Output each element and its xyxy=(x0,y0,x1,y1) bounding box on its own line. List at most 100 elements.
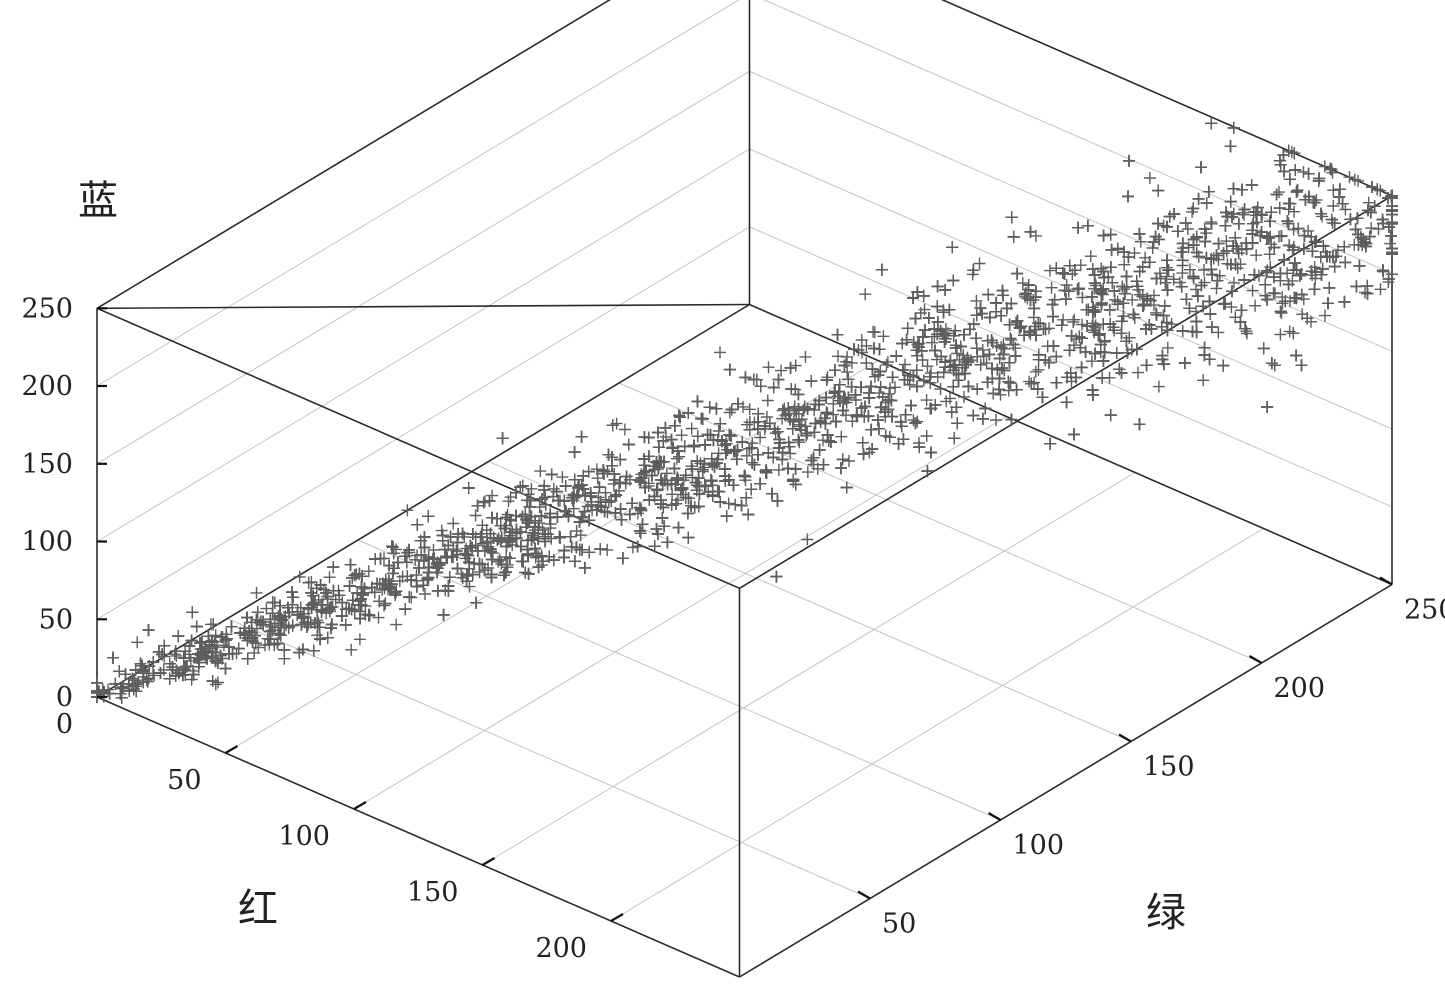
data-point xyxy=(1263,232,1275,244)
data-point xyxy=(212,677,224,689)
points-layer xyxy=(91,117,1398,704)
data-point xyxy=(762,395,774,407)
data-point xyxy=(1159,300,1171,312)
data-point xyxy=(1237,207,1249,219)
data-point xyxy=(710,403,722,415)
data-point xyxy=(1264,215,1276,227)
data-point xyxy=(790,360,802,372)
data-point xyxy=(1361,280,1373,292)
data-point xyxy=(1097,355,1109,367)
data-point xyxy=(825,436,837,448)
data-point xyxy=(866,363,878,375)
data-point xyxy=(1030,366,1042,378)
data-point xyxy=(1011,268,1023,280)
data-point xyxy=(858,448,870,460)
data-point xyxy=(1180,293,1192,305)
data-point xyxy=(635,527,647,539)
data-point xyxy=(614,476,626,488)
data-point xyxy=(1281,215,1293,227)
data-point xyxy=(1112,296,1124,308)
data-point xyxy=(1212,326,1224,338)
grid-line xyxy=(619,383,1262,663)
data-point xyxy=(837,453,849,465)
data-point xyxy=(1105,409,1117,421)
data-point xyxy=(911,364,923,376)
data-point xyxy=(635,504,647,516)
data-point xyxy=(814,444,826,456)
data-point xyxy=(766,488,778,500)
data-point xyxy=(909,417,921,429)
data-point xyxy=(724,407,736,419)
data-point xyxy=(723,498,735,510)
data-point xyxy=(962,381,974,393)
data-point xyxy=(1107,321,1119,333)
data-point xyxy=(205,618,217,630)
grid-layer xyxy=(97,0,1392,921)
data-point xyxy=(305,576,317,588)
data-point xyxy=(1051,377,1063,389)
data-point xyxy=(497,432,509,444)
data-point xyxy=(1067,316,1079,328)
data-point xyxy=(770,571,782,583)
box-edge xyxy=(97,0,750,308)
data-point xyxy=(568,503,580,515)
data-point xyxy=(569,446,581,458)
data-point xyxy=(594,543,606,555)
data-point xyxy=(1061,396,1073,408)
data-point xyxy=(775,365,787,377)
data-point xyxy=(1057,314,1069,326)
data-point xyxy=(601,506,613,518)
data-point xyxy=(1338,296,1350,308)
data-point xyxy=(517,480,529,492)
data-point xyxy=(1283,218,1295,230)
data-point xyxy=(835,431,847,443)
data-point xyxy=(373,612,385,624)
data-point xyxy=(910,313,922,325)
data-point xyxy=(905,400,917,412)
box-edge xyxy=(750,305,1393,585)
grid-line xyxy=(358,540,1001,820)
data-point xyxy=(616,514,628,526)
data-point xyxy=(1206,218,1218,230)
data-point xyxy=(808,452,820,464)
data-point xyxy=(131,636,143,648)
grid-line xyxy=(489,462,1132,742)
data-point xyxy=(950,367,962,379)
data-point xyxy=(287,591,299,603)
data-point xyxy=(1277,297,1289,309)
data-point xyxy=(1153,381,1165,393)
data-point xyxy=(345,644,357,656)
data-point xyxy=(419,588,431,600)
data-point xyxy=(1068,428,1080,440)
data-point xyxy=(354,633,366,645)
data-point xyxy=(1177,254,1189,266)
data-point xyxy=(1353,260,1365,272)
data-point xyxy=(1126,294,1138,306)
data-point xyxy=(1072,222,1084,234)
data-point xyxy=(658,520,670,532)
data-point xyxy=(682,532,694,544)
data-point xyxy=(634,525,646,537)
data-point xyxy=(859,288,871,300)
data-point xyxy=(1375,283,1387,295)
data-point xyxy=(702,429,714,441)
data-point xyxy=(1134,418,1146,430)
data-point xyxy=(950,342,962,354)
data-point xyxy=(1176,267,1188,279)
data-point xyxy=(1339,204,1351,216)
data-point xyxy=(155,667,167,679)
data-point xyxy=(1048,340,1060,352)
data-point xyxy=(1197,374,1209,386)
data-point xyxy=(1292,184,1304,196)
data-point xyxy=(1148,236,1160,248)
data-point xyxy=(502,559,514,571)
data-point xyxy=(1085,250,1097,262)
data-point xyxy=(1047,311,1059,323)
data-point xyxy=(1112,244,1124,256)
data-point xyxy=(875,381,887,393)
data-point xyxy=(624,508,636,520)
data-point xyxy=(585,499,597,511)
data-point xyxy=(842,373,854,385)
data-point xyxy=(556,471,568,483)
data-point xyxy=(1086,355,1098,367)
